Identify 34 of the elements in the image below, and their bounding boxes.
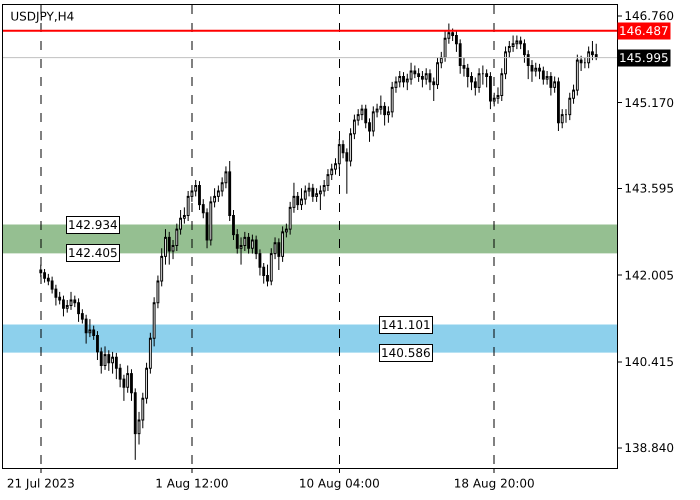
- annotation: 141.101: [381, 318, 431, 332]
- candlestick: [594, 43, 598, 61]
- candlestick: [107, 350, 110, 372]
- candlestick: [549, 72, 552, 96]
- candlestick: [542, 66, 545, 86]
- chart-title: USDJPY,H4: [10, 9, 74, 24]
- ref-line-label: 146.487: [619, 24, 669, 38]
- x-tick-label: 21 Jul 2023: [6, 476, 75, 490]
- x-tick-label: 18 Aug 20:00: [454, 476, 535, 490]
- candlestick: [557, 77, 560, 132]
- y-tick-label: 138.840: [624, 441, 674, 456]
- candlestick: [300, 188, 303, 211]
- y-tick-label: 140.415: [624, 355, 674, 370]
- y-tick-label: 143.595: [624, 182, 674, 196]
- candlestick: [168, 231, 171, 266]
- candlestick: [70, 291, 72, 310]
- y-tick-label: 142.005: [624, 268, 674, 282]
- annotation: 142.934: [68, 218, 118, 232]
- x-tick-label: 1 Aug 12:00: [155, 476, 229, 490]
- candlestick: [478, 68, 481, 94]
- candlestick: [77, 298, 80, 322]
- y-tick-label: 145.170: [624, 96, 674, 110]
- candlestick: [515, 35, 518, 50]
- candlestick: [420, 70, 424, 88]
- y-tick-label: 146.760: [624, 9, 674, 24]
- annotation: 142.405: [68, 246, 118, 260]
- candlestick: [62, 295, 65, 317]
- annotation: 140.586: [381, 346, 431, 360]
- candlestick: [402, 72, 405, 88]
- candlestick: [247, 232, 250, 254]
- candlestick: [104, 346, 106, 370]
- candlestick: [311, 183, 314, 202]
- x-tick-label: 10 Aug 04:00: [298, 476, 380, 490]
- ref-line-label: 145.995: [619, 51, 669, 65]
